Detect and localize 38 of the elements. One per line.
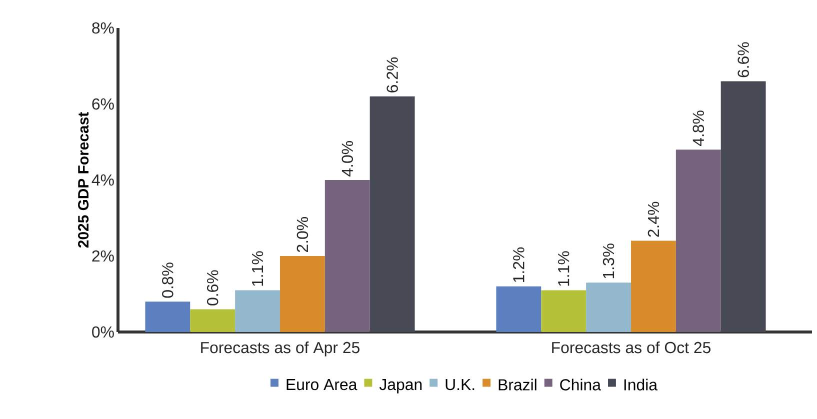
bar [720,81,766,332]
bar [586,282,631,332]
legend-label: India [624,378,658,390]
legend-label: Japan [379,379,422,394]
legend-label: U.K. [446,379,474,390]
data-label: 1.1% [252,251,264,286]
data-label: 6.6% [738,42,749,78]
data-label: 1.1% [558,251,570,286]
legend-label: China [560,378,601,390]
legend-label: Brazil [498,378,536,390]
bar [541,290,586,332]
data-label: 4.0% [342,141,354,176]
bar [190,309,236,332]
data-label: 2.0% [296,217,308,252]
data-label: 0.8% [162,262,174,298]
data-label: 6.2% [386,57,398,92]
y-tick-label: 2% [92,250,114,262]
y-axis-title: 2025 GDP Forecast [78,112,89,248]
data-label: 1.3% [602,244,614,278]
data-label: 1.2% [513,247,524,282]
data-label: 2.4% [648,202,660,237]
y-tick-label: 6% [92,98,114,110]
x-tick-label: Forecasts as of Oct 25 [552,342,710,354]
data-label: 0.6% [206,270,218,306]
bar [630,240,676,332]
bar [145,302,190,332]
x-tick-label: Forecasts as of Apr 25 [201,342,360,356]
bar [370,96,415,332]
y-tick-label: 8% [92,22,114,34]
bar [324,180,370,332]
bar [280,256,325,332]
bar [235,290,280,332]
bar [676,150,721,332]
legend-label: Euro Area [286,379,358,390]
bar [496,286,542,332]
y-tick-label: 4% [92,174,114,186]
data-label: 4.8% [692,110,704,146]
y-tick-label: 0% [92,326,114,338]
